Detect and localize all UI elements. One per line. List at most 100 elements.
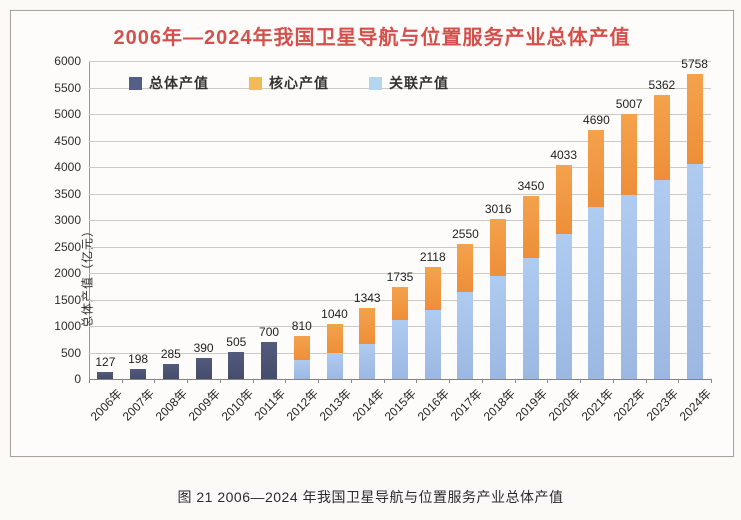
x-axis-year-label: 2006年 (87, 386, 125, 424)
bar-segment-core (326, 323, 343, 353)
bar-total-label: 505 (226, 335, 247, 350)
bar-total-label: 700 (259, 324, 280, 339)
y-tick-label: 3500 (54, 186, 81, 201)
bar-segment-associated (424, 309, 441, 379)
x-axis-tick (220, 379, 221, 383)
bar-total-label: 5007 (615, 96, 643, 111)
y-tick-label: 5000 (54, 107, 81, 121)
legend-label: 关联产值 (389, 75, 449, 91)
legend-swatch-overall (129, 76, 142, 90)
bar-segment-associated (653, 180, 670, 379)
bar-total-label: 3016 (484, 202, 512, 217)
bar-segment-core (359, 307, 376, 345)
x-axis-tick (482, 379, 483, 383)
chart-title: 2006年—2024年我国卫星导航与位置服务产业总体产值 (113, 27, 631, 49)
y-tick-label: 6000 (54, 54, 81, 68)
x-axis-tick (646, 379, 647, 383)
gridline (89, 167, 711, 168)
x-axis-baseline (89, 379, 711, 380)
y-tick-label: 500 (60, 345, 81, 360)
bar-segment-core (457, 243, 474, 292)
bar-total-label: 4690 (583, 113, 610, 128)
x-axis-tick (318, 379, 319, 383)
x-axis-tick (449, 379, 450, 383)
bar-total-label: 1040 (321, 306, 348, 321)
gridline (89, 193, 711, 195)
bar-segment-core (555, 165, 572, 234)
bar-total-label: 5362 (648, 77, 676, 92)
legend-label: 核心产值 (269, 75, 329, 91)
bar-segment-overall (195, 358, 212, 379)
x-axis-year-label: 2019年 (513, 386, 551, 424)
bar-total-label: 1735 (386, 270, 414, 285)
x-axis-year-label: 2020年 (545, 386, 584, 424)
x-axis-tick (187, 379, 188, 383)
legend-item-overall: 总体产值 (129, 73, 209, 93)
y-tick-label: 0 (74, 372, 81, 386)
x-axis-tick (547, 379, 548, 383)
x-axis-year-label: 2008年 (152, 386, 191, 424)
x-axis-tick (515, 379, 516, 383)
x-axis-tick (678, 379, 679, 383)
bar-total-label: 390 (193, 341, 214, 356)
figure-caption: 图 21 2006—2024 年我国卫星导航与位置服务产业总体产值 (177, 489, 564, 505)
bar-segment-overall (261, 341, 278, 379)
bar-segment-core (522, 196, 539, 258)
legend-swatch-core (249, 76, 262, 90)
legend-label: 总体产值 (149, 75, 209, 91)
x-axis-tick (351, 379, 352, 383)
y-tick-label: 4000 (54, 160, 81, 174)
bar-total-label: 2118 (419, 249, 446, 264)
bar-total-label: 4033 (550, 148, 578, 163)
bar-segment-associated (555, 233, 572, 379)
x-axis-year-label: 2009年 (185, 386, 223, 424)
bar-segment-associated (326, 352, 343, 379)
x-axis-year-label: 2016年 (414, 386, 453, 424)
chart-legend: 总体产值 核心产值 关联产值 (129, 73, 449, 93)
x-axis-year-label: 2015年 (382, 386, 420, 424)
bar-total-label: 2550 (452, 226, 479, 241)
x-axis-year-label: 2024年 (676, 386, 714, 424)
x-axis-tick (580, 379, 581, 383)
x-axis-year-label: 2023年 (643, 386, 682, 424)
bar-segment-overall (228, 352, 245, 379)
bar-segment-associated (457, 291, 474, 379)
bar-total-label: 285 (160, 346, 181, 361)
x-axis-tick (711, 379, 712, 383)
bar-segment-core (392, 287, 408, 321)
bar-total-label: 127 (95, 355, 116, 370)
x-axis-year-label: 2010年 (218, 386, 256, 424)
bar-segment-core (588, 130, 605, 208)
x-axis-tick (285, 379, 286, 383)
bar-segment-associated (490, 275, 507, 379)
y-tick-label: 4500 (54, 133, 81, 148)
y-tick-label: 2000 (54, 266, 81, 280)
bar-segment-associated (621, 194, 638, 379)
x-axis-tick (89, 379, 90, 383)
y-tick-label: 3000 (54, 213, 81, 227)
y-tick-label: 2500 (54, 239, 81, 254)
bar-total-label: 810 (291, 319, 312, 334)
y-tick-label: 5500 (54, 80, 81, 95)
x-axis-year-label: 2022年 (611, 386, 649, 424)
y-tick-label: 1000 (54, 319, 81, 333)
gridline (89, 87, 711, 89)
x-axis-year-label: 2014年 (349, 386, 387, 424)
y-axis-title: 总体产值（亿元） (80, 223, 95, 329)
bar-segment-overall (162, 363, 179, 379)
bar-segment-overall (130, 368, 147, 379)
gridline (89, 140, 711, 142)
x-axis-tick (253, 379, 254, 383)
gridline (89, 273, 711, 274)
legend-item-associated: 关联产值 (369, 73, 449, 93)
x-axis-year-label: 2007年 (120, 386, 158, 424)
bar-total-label: 198 (128, 351, 149, 366)
gridline (89, 220, 711, 221)
bar-segment-core (621, 113, 638, 195)
legend-swatch-associated (369, 76, 382, 90)
x-axis-tick (416, 379, 417, 383)
legend-item-core: 核心产值 (249, 73, 329, 93)
bar-segment-associated (588, 207, 605, 379)
bar-segment-core (686, 73, 703, 164)
